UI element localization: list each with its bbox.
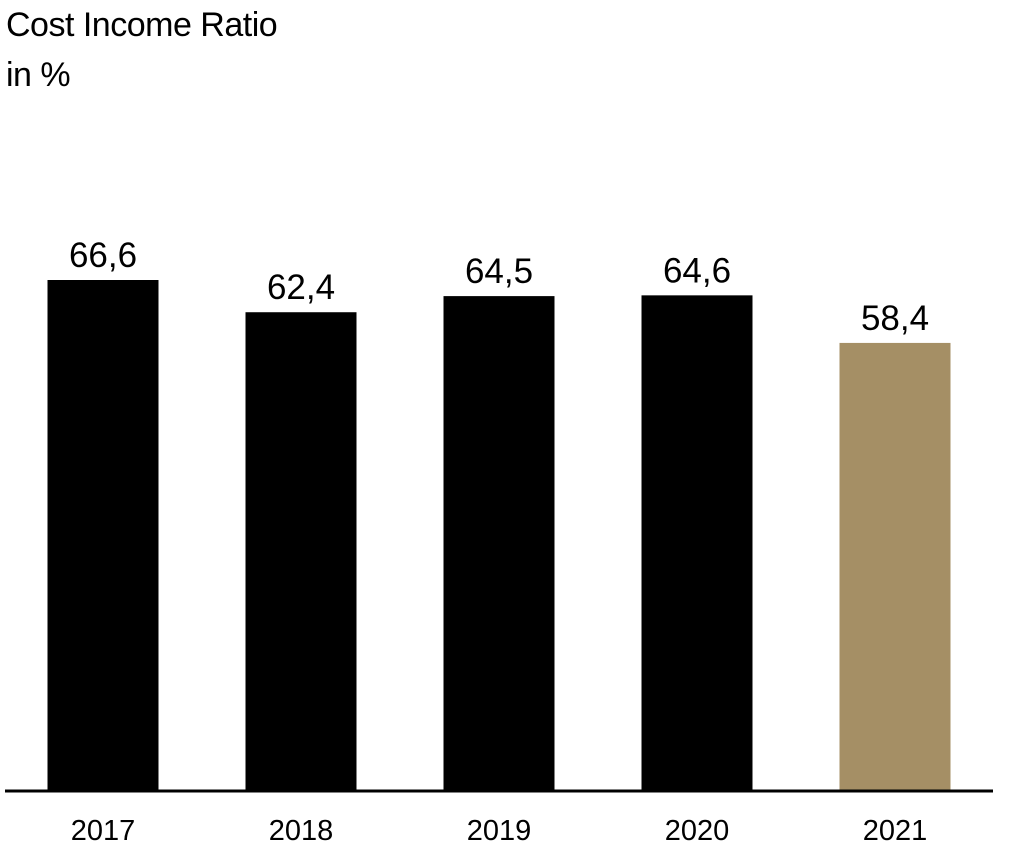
chart-subtitle: in % (6, 56, 71, 94)
chart-title-block: Cost Income Ratio in % (6, 0, 278, 100)
value-label-2021: 58,4 (861, 299, 929, 338)
value-labels-group: 66,6 62,4 64,5 64,6 58,4 (69, 236, 929, 338)
value-label-2019: 64,5 (465, 252, 533, 291)
chart-title: Cost Income Ratio (6, 6, 278, 44)
bar-2018 (245, 312, 357, 791)
bar-2019 (443, 296, 555, 791)
bar-2017 (47, 280, 159, 791)
x-tick-label-2021: 2021 (863, 815, 928, 847)
value-label-2018: 62,4 (267, 268, 335, 307)
x-tick-label-2020: 2020 (665, 815, 730, 847)
x-tick-label-2018: 2018 (269, 815, 334, 847)
x-tick-labels-group: 2017 2018 2019 2020 2021 (71, 815, 928, 847)
bar-2020 (641, 295, 753, 791)
x-tick-label-2019: 2019 (467, 815, 532, 847)
value-label-2020: 64,6 (663, 251, 731, 290)
value-label-2017: 66,6 (69, 236, 137, 275)
bars-group (47, 280, 951, 791)
bar-2021 (839, 342, 951, 791)
x-tick-label-2017: 2017 (71, 815, 136, 847)
